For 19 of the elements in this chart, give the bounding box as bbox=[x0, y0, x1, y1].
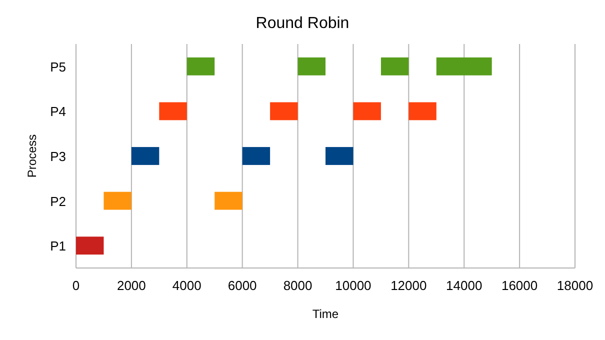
y-tick-label: P3 bbox=[50, 149, 66, 164]
x-tick-label: 6000 bbox=[228, 278, 257, 293]
x-tick-label: 4000 bbox=[172, 278, 202, 293]
y-tick-label: P2 bbox=[50, 194, 66, 209]
chart-title: Round Robin bbox=[256, 15, 350, 32]
y-tick-label: P1 bbox=[50, 238, 66, 254]
x-tick-label: 2000 bbox=[116, 278, 146, 293]
y-tick-label: P5 bbox=[50, 59, 66, 74]
x-tick-label: 10000 bbox=[335, 278, 372, 293]
y-tick-label: P4 bbox=[50, 104, 66, 120]
bar bbox=[76, 236, 104, 255]
x-tick-label: 14000 bbox=[446, 278, 482, 293]
x-tick-label: 18000 bbox=[556, 278, 594, 293]
y-axis-title: Process bbox=[25, 134, 39, 178]
x-axis-title: Time bbox=[312, 307, 339, 321]
x-tick-label: 12000 bbox=[390, 278, 427, 293]
x-tick-label: 16000 bbox=[501, 278, 538, 293]
x-tick-label: 8000 bbox=[283, 278, 312, 293]
x-tick-label: 0 bbox=[72, 278, 80, 293]
